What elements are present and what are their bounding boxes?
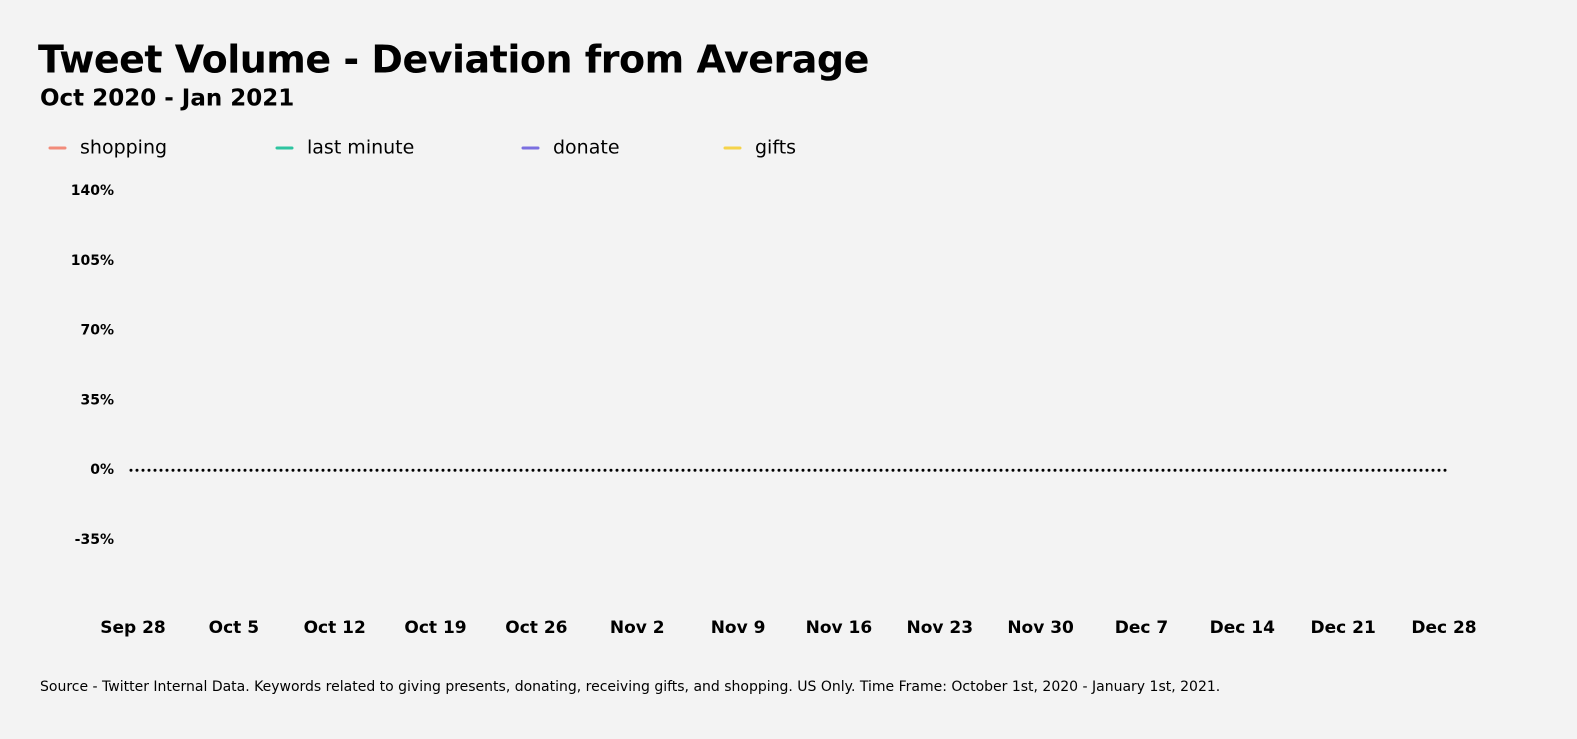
y-tick-label: 35%	[80, 392, 114, 408]
y-tick-label: 140%	[71, 183, 114, 199]
x-tick-label: Oct 5	[209, 618, 259, 638]
y-tick-label: 0%	[90, 462, 114, 478]
x-tick-label: Nov 30	[1007, 618, 1074, 638]
y-tick-label: 105%	[71, 253, 114, 269]
x-tick-label: Nov 2	[610, 618, 665, 638]
x-tick-label: Sep 28	[100, 618, 166, 638]
legend-label: gifts	[755, 137, 796, 159]
x-tick-label: Oct 12	[304, 618, 366, 638]
chart-title: Tweet Volume - Deviation from Average	[38, 38, 869, 82]
source-note: Source - Twitter Internal Data. Keywords…	[40, 679, 1220, 695]
x-tick-label: Dec 7	[1115, 618, 1168, 638]
x-tick-label: Dec 14	[1210, 618, 1275, 638]
x-tick-label: Oct 26	[505, 618, 567, 638]
x-tick-label: Nov 23	[906, 618, 973, 638]
y-tick-label: 70%	[80, 323, 114, 339]
legend-label: donate	[553, 137, 620, 159]
x-tick-label: Dec 21	[1311, 618, 1376, 638]
legend-label: last minute	[307, 137, 414, 159]
x-tick-label: Dec 28	[1411, 618, 1476, 638]
x-tick-label: Nov 9	[711, 618, 766, 638]
x-tick-label: Nov 16	[806, 618, 873, 638]
legend-label: shopping	[80, 137, 167, 159]
y-tick-label: -35%	[75, 532, 114, 548]
chart-subtitle: Oct 2020 - Jan 2021	[40, 86, 294, 112]
x-tick-label: Oct 19	[404, 618, 466, 638]
